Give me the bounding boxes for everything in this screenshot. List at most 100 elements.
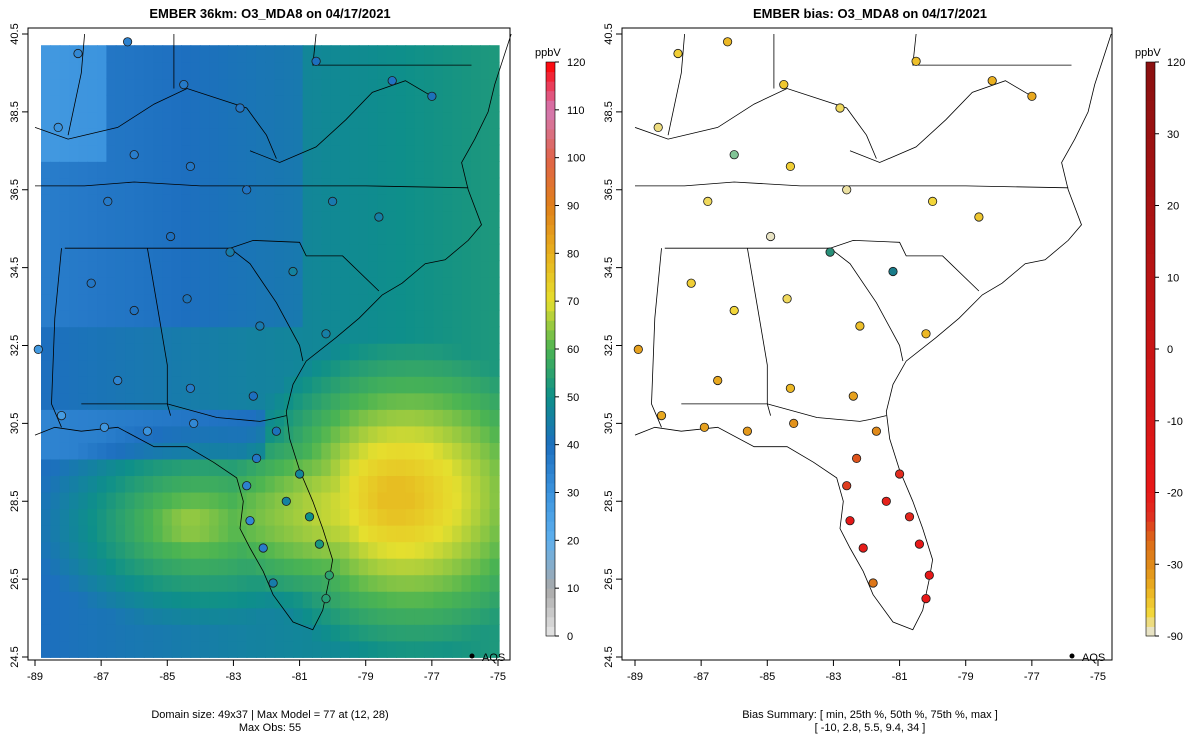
- heatmap-cell: [274, 342, 285, 361]
- heatmap-cell: [162, 111, 173, 129]
- heatmap-cell: [424, 392, 435, 410]
- heatmap-cell: [312, 640, 323, 658]
- heatmap-cell: [190, 160, 201, 179]
- heatmap-cell: [330, 557, 341, 576]
- heatmap-cell: [489, 508, 500, 526]
- heatmap-cell: [368, 623, 379, 642]
- heatmap-cell: [218, 359, 229, 377]
- colorbar-swatch: [1146, 205, 1155, 216]
- heatmap-cell: [69, 392, 80, 410]
- heatmap-cell: [50, 640, 61, 658]
- heatmap-cell: [349, 607, 360, 625]
- heatmap-cell: [59, 210, 70, 228]
- heatmap-cell: [433, 607, 444, 625]
- heatmap-cell: [199, 94, 210, 113]
- heatmap-cell: [442, 160, 453, 179]
- heatmap-cell: [386, 375, 397, 394]
- heatmap-cell: [274, 127, 285, 146]
- heatmap-cell: [162, 590, 173, 609]
- heatmap-cell: [452, 640, 463, 658]
- heatmap-cell: [171, 227, 182, 245]
- heatmap-cell: [59, 309, 70, 328]
- heatmap-cell: [143, 326, 154, 344]
- heatmap-cell: [424, 160, 435, 179]
- heatmap-cell: [480, 227, 491, 245]
- heatmap-cell: [349, 127, 360, 146]
- heatmap-cell: [78, 127, 89, 146]
- heatmap-cell: [330, 127, 341, 146]
- heatmap-cell: [461, 111, 472, 129]
- heatmap-cell: [78, 342, 89, 361]
- heatmap-cell: [274, 111, 285, 129]
- bias-point: [845, 516, 855, 526]
- heatmap-cell: [125, 177, 136, 195]
- heatmap-cell: [396, 127, 407, 146]
- heatmap-cell: [190, 276, 201, 295]
- heatmap-cell: [330, 260, 341, 278]
- heatmap-cell: [321, 144, 332, 162]
- heatmap-cell: [330, 574, 341, 592]
- colorbar-swatch: [1146, 282, 1155, 293]
- heatmap-cell: [414, 458, 425, 477]
- heatmap-cell: [340, 45, 351, 63]
- heatmap-cell: [283, 61, 295, 80]
- heatmap-cell: [405, 326, 416, 344]
- heatmap-cell: [50, 574, 61, 592]
- heatmap-cell: [246, 640, 257, 658]
- heatmap-cell: [480, 408, 491, 427]
- heatmap-cell: [115, 392, 126, 410]
- heatmap-cell: [218, 442, 229, 460]
- heatmap-cell: [349, 342, 360, 361]
- heatmap-cell: [69, 508, 80, 526]
- heatmap-cell: [41, 227, 52, 245]
- heatmap-cell: [358, 111, 369, 129]
- heatmap-cell: [321, 442, 332, 460]
- colorbar-swatch: [546, 396, 555, 407]
- heatmap-cell: [50, 210, 61, 228]
- heatmap-cell: [424, 491, 435, 510]
- heatmap-cell: [340, 194, 351, 212]
- state-boundaries: [634, 33, 1112, 631]
- heatmap-cell: [321, 276, 332, 295]
- heatmap-cell: [283, 623, 295, 642]
- heatmap-cell: [405, 111, 416, 129]
- heatmap-cell: [181, 607, 192, 625]
- heatmap-cell: [377, 392, 388, 410]
- heatmap-cell: [171, 442, 182, 460]
- heatmap-cell: [237, 408, 248, 427]
- heatmap-cell: [50, 160, 61, 179]
- heatmap-cell: [246, 127, 257, 146]
- heatmap-cell: [209, 408, 220, 427]
- observation-point: [33, 344, 43, 354]
- heatmap-cell: [265, 160, 276, 179]
- colorbar-swatch: [546, 502, 555, 513]
- observation-point: [268, 578, 278, 588]
- heatmap-cell: [480, 309, 491, 328]
- heatmap-cell: [433, 144, 444, 162]
- heatmap-cell: [69, 574, 80, 592]
- bias-point: [927, 196, 938, 206]
- heatmap-cell: [330, 309, 341, 328]
- heatmap-cell: [50, 623, 61, 642]
- heatmap-cell: [199, 342, 210, 361]
- heatmap-cell: [87, 524, 98, 543]
- heatmap-cell: [97, 623, 108, 642]
- heatmap-cell: [293, 607, 304, 625]
- heatmap-cell: [340, 243, 351, 262]
- heatmap-cell: [218, 227, 229, 245]
- heatmap-cell: [358, 375, 369, 394]
- heatmap-cell: [283, 342, 295, 361]
- heatmap-cell: [442, 408, 453, 427]
- heatmap-cell: [377, 260, 388, 278]
- heatmap-cell: [470, 508, 481, 526]
- heatmap-cell: [125, 458, 136, 477]
- heatmap-cell: [153, 260, 164, 278]
- heatmap-cell: [452, 408, 463, 427]
- colorbar-swatch: [546, 473, 555, 484]
- heatmap-cell: [190, 442, 201, 460]
- heatmap-cell: [386, 524, 397, 543]
- bias-point: [729, 150, 739, 160]
- heatmap-cell: [396, 194, 407, 212]
- heatmap-cell: [162, 607, 173, 625]
- heatmap-cell: [358, 359, 369, 377]
